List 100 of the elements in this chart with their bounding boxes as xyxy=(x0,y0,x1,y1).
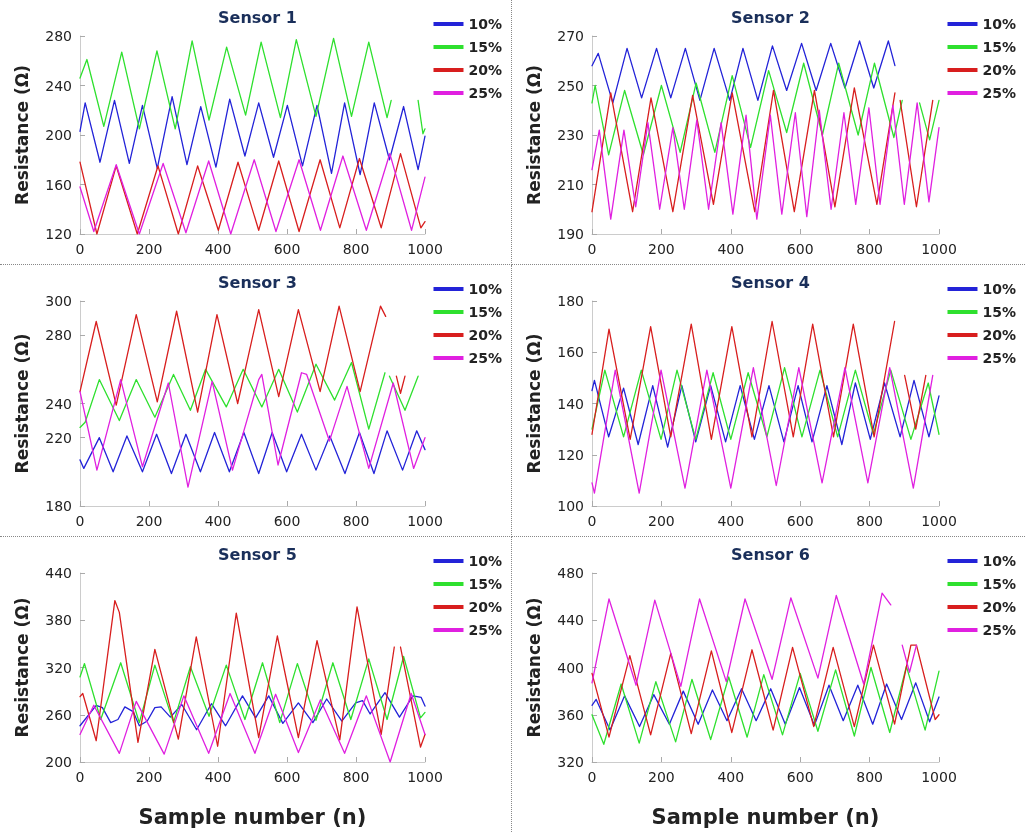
legend-label: 15% xyxy=(468,39,503,55)
line-series xyxy=(591,102,940,220)
chart-title: Sensor 5 xyxy=(218,544,297,564)
chart-title: Sensor 1 xyxy=(218,7,297,27)
legend-label: 20% xyxy=(468,327,503,343)
x-tick-label: 800 xyxy=(856,769,883,785)
line-series xyxy=(591,379,940,448)
y-axis-title: Resistance (Ω) xyxy=(11,333,32,474)
legend-label: 20% xyxy=(468,62,503,78)
x-tick-label: 200 xyxy=(135,241,163,257)
line-series xyxy=(591,366,934,494)
x-tick-label: 1000 xyxy=(407,769,443,785)
x-tick-label: 400 xyxy=(204,241,232,257)
x-tick-label: 800 xyxy=(342,241,370,257)
chart-title: Sensor 4 xyxy=(731,272,810,292)
chart-title: Sensor 3 xyxy=(218,272,297,292)
y-tick-label: 200 xyxy=(45,754,72,770)
x-tick-label: 800 xyxy=(856,513,883,529)
x-tick-label: 800 xyxy=(342,769,370,785)
line-series xyxy=(79,95,426,176)
x-tick-label: 600 xyxy=(273,769,301,785)
x-tick-label: 1000 xyxy=(407,513,443,529)
x-tick-label: 200 xyxy=(135,769,163,785)
y-tick-label: 280 xyxy=(45,327,72,344)
line-series xyxy=(591,665,940,745)
y-tick-label: 180 xyxy=(557,293,584,309)
x-tick-label: 400 xyxy=(204,513,232,529)
legend-label: 15% xyxy=(982,39,1017,55)
legend-label: 25% xyxy=(982,622,1017,638)
line-series xyxy=(79,655,426,724)
legend-label: 20% xyxy=(468,599,503,615)
y-tick-label: 120 xyxy=(45,226,72,242)
y-tick-label: 160 xyxy=(557,344,584,361)
y-tick-label: 270 xyxy=(557,28,584,44)
legend-label: 25% xyxy=(982,350,1017,366)
y-tick-label: 100 xyxy=(557,498,584,514)
x-tick-label: 0 xyxy=(75,513,85,529)
y-tick-label: 260 xyxy=(45,706,72,723)
legend-label: 10% xyxy=(982,16,1017,32)
x-tick-label: 200 xyxy=(648,769,675,785)
legend-label: 10% xyxy=(468,281,503,297)
x-tick-label: 1000 xyxy=(921,241,957,257)
legend-label: 20% xyxy=(982,599,1017,615)
y-tick-label: 280 xyxy=(45,28,72,44)
line-series xyxy=(591,40,896,104)
x-tick-label: 0 xyxy=(587,769,597,785)
y-axis-title: Resistance (Ω) xyxy=(11,597,32,738)
legend-label: 15% xyxy=(982,576,1017,592)
y-tick-label: 220 xyxy=(45,429,72,446)
legend-label: 10% xyxy=(982,553,1017,569)
y-tick-label: 160 xyxy=(45,176,72,193)
y-tick-label: 240 xyxy=(45,77,72,94)
x-tick-label: 600 xyxy=(786,241,814,257)
x-tick-label: 1000 xyxy=(921,769,957,785)
x-tick-label: 600 xyxy=(273,241,301,257)
x-tick-label: 0 xyxy=(75,769,85,785)
chart-title: Sensor 6 xyxy=(731,544,810,564)
legend-label: 15% xyxy=(468,304,503,320)
legend-label: 15% xyxy=(982,304,1017,320)
x-tick-label: 0 xyxy=(587,513,597,529)
x-tick-label: 600 xyxy=(273,513,301,529)
legend-label: 10% xyxy=(982,281,1017,297)
legend-label: 15% xyxy=(468,576,503,592)
y-tick-label: 380 xyxy=(45,612,72,629)
x-tick-label: 600 xyxy=(786,513,814,529)
line-series xyxy=(591,644,940,738)
y-axis-title: Resistance (Ω) xyxy=(523,597,544,738)
y-tick-label: 190 xyxy=(557,226,584,242)
x-tick-label: 400 xyxy=(717,513,745,529)
legend-label: 20% xyxy=(982,62,1017,78)
y-tick-label: 480 xyxy=(557,565,584,581)
x-tick-label: 800 xyxy=(342,513,370,529)
legend-label: 10% xyxy=(468,16,503,32)
legend-label: 25% xyxy=(468,85,503,101)
line-series xyxy=(79,692,426,731)
y-tick-label: 360 xyxy=(557,706,584,723)
chart-title: Sensor 2 xyxy=(731,7,810,27)
x-tick-label: 0 xyxy=(587,241,597,257)
legend-label: 25% xyxy=(982,85,1017,101)
line-series xyxy=(79,430,426,475)
y-tick-label: 300 xyxy=(45,293,72,309)
x-tick-label: 800 xyxy=(856,241,883,257)
x-tick-label: 400 xyxy=(204,769,232,785)
y-axis-title: Resistance (Ω) xyxy=(523,333,544,474)
x-tick-label: 1000 xyxy=(407,241,443,257)
y-tick-label: 250 xyxy=(557,77,584,94)
y-tick-label: 320 xyxy=(557,754,584,770)
legend-label: 25% xyxy=(468,622,503,638)
x-tick-label: 200 xyxy=(135,513,163,529)
x-tick-label: 400 xyxy=(717,769,745,785)
y-tick-label: 120 xyxy=(557,446,584,463)
x-axis-title: Sample number (n) xyxy=(651,804,880,829)
x-tick-label: 1000 xyxy=(921,513,957,529)
y-axis-title: Resistance (Ω) xyxy=(11,65,32,205)
line-series xyxy=(591,366,940,441)
line-series xyxy=(591,682,940,731)
legend-label: 10% xyxy=(468,553,503,569)
y-tick-label: 440 xyxy=(557,612,584,629)
y-tick-label: 240 xyxy=(45,395,72,412)
y-tick-label: 400 xyxy=(557,659,584,676)
